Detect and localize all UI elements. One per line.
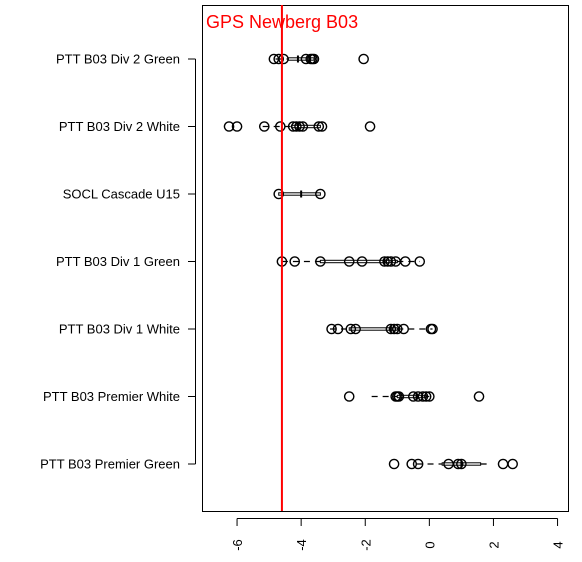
plot-frame <box>202 5 569 512</box>
box-series <box>223 53 518 470</box>
box <box>319 259 398 264</box>
box-group <box>268 53 369 65</box>
category-label: PTT B03 Premier White <box>43 389 180 404</box>
category-label: PTT B03 Div 1 White <box>59 322 180 337</box>
data-point <box>343 391 355 402</box>
box <box>278 192 321 196</box>
data-point <box>507 458 518 470</box>
box-group <box>273 188 326 200</box>
data-point <box>278 53 289 65</box>
data-point <box>332 323 344 335</box>
x-tick-label: -2 <box>358 539 373 551</box>
reference-line-group: GPS Newberg B03 <box>206 5 358 511</box>
data-point <box>297 121 309 132</box>
x-tick-label: -6 <box>230 539 245 551</box>
category-label: PTT B03 Div 2 Green <box>56 52 180 67</box>
data-point <box>258 121 270 132</box>
data-point <box>350 323 361 335</box>
box <box>396 394 427 399</box>
data-point <box>417 391 429 402</box>
data-point <box>345 323 357 335</box>
data-point <box>364 121 376 132</box>
data-point <box>414 256 426 267</box>
box-group <box>343 391 485 402</box>
data-point <box>315 188 326 200</box>
data-point <box>289 256 301 267</box>
data-point <box>388 458 400 470</box>
box-group <box>388 458 518 470</box>
category-label: SOCL Cascade U15 <box>63 187 180 202</box>
box-group <box>326 323 438 335</box>
x-tick-label: 4 <box>551 541 566 548</box>
data-point <box>497 458 509 470</box>
data-point <box>473 391 485 402</box>
data-point <box>379 256 390 267</box>
data-point <box>443 458 454 470</box>
data-point <box>326 323 337 335</box>
data-point <box>385 323 397 335</box>
data-point <box>382 256 393 267</box>
data-point <box>427 323 438 335</box>
data-point <box>406 458 418 470</box>
data-point <box>420 391 432 402</box>
box <box>291 124 321 129</box>
data-point <box>231 121 243 132</box>
data-point <box>275 121 286 132</box>
data-point <box>356 256 368 267</box>
box-group <box>276 256 426 267</box>
data-point <box>316 121 328 132</box>
category-axis: PTT B03 Div 2 Green PTT B03 Div 2 White SO… <box>40 52 196 472</box>
category-label: PTT B03 Div 1 Green <box>56 254 180 269</box>
data-point <box>273 188 285 200</box>
data-point <box>400 256 411 267</box>
data-point <box>315 256 326 267</box>
x-tick-label: 2 <box>486 541 501 548</box>
data-point <box>391 323 403 335</box>
reference-line-label: GPS Newberg B03 <box>206 12 358 32</box>
data-point <box>313 121 325 132</box>
data-point <box>294 121 305 132</box>
data-point <box>291 121 302 132</box>
data-point <box>385 256 397 267</box>
data-point <box>300 53 312 65</box>
data-point <box>398 323 410 335</box>
x-axis: -6 -4 -2 0 2 4 <box>230 518 566 551</box>
data-point <box>223 121 235 132</box>
data-point <box>358 53 369 65</box>
data-point <box>343 256 355 267</box>
category-label: PTT B03 Div 2 White <box>59 119 180 134</box>
box-group <box>223 121 376 132</box>
data-point <box>412 458 424 470</box>
data-point <box>393 391 405 402</box>
data-point <box>273 53 285 65</box>
category-label: PTT B03 Premier Green <box>40 457 180 472</box>
data-point <box>412 391 424 402</box>
data-point <box>452 458 464 470</box>
x-tick-label: 0 <box>422 541 437 548</box>
box <box>348 327 398 331</box>
data-point <box>456 458 467 470</box>
data-point <box>424 391 435 402</box>
x-tick-label: -4 <box>294 539 309 551</box>
data-point <box>308 53 320 65</box>
